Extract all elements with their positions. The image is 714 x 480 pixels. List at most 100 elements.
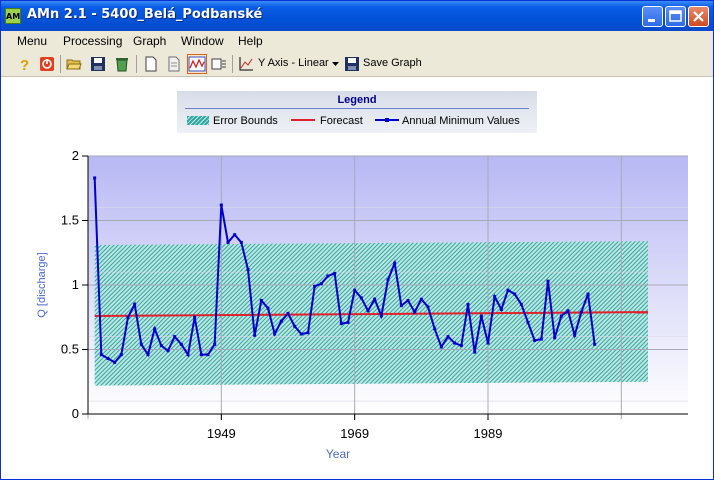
data-point [226, 240, 230, 244]
save-graph-icon [345, 57, 359, 71]
data-point [526, 320, 530, 324]
data-point [533, 338, 537, 342]
menu-help[interactable]: Help [238, 34, 263, 48]
y-tick-label: 1.5 [61, 213, 79, 228]
legend-entry-annual-minimum: Annual Minimum Values [375, 115, 520, 127]
data-point [253, 333, 257, 337]
y-axis-label: Y Axis - Linear [258, 57, 329, 69]
data-point [119, 353, 123, 357]
data-point [246, 268, 250, 272]
data-point [486, 341, 490, 345]
new-document-icon[interactable] [143, 56, 159, 72]
y-axis-dropdown[interactable]: Y Axis - Linear [238, 54, 341, 74]
data-point [153, 327, 157, 331]
data-point [199, 353, 203, 357]
data-point [366, 309, 370, 313]
menu-processing[interactable]: Processing [63, 34, 123, 48]
graph-button[interactable] [187, 54, 207, 74]
data-point [406, 298, 410, 302]
graph-icon [188, 56, 206, 72]
toolbar-separator [60, 55, 61, 73]
menu-window[interactable]: Window [181, 34, 224, 48]
chevron-down-icon [332, 62, 339, 66]
data-point [239, 240, 243, 244]
data-point [573, 333, 577, 337]
toolbar: ? Y Axis - Linear Save Graph [1, 52, 713, 77]
y-tick-label: 0.5 [61, 342, 79, 357]
data-point [213, 342, 217, 346]
y-tick-label: 2 [72, 148, 79, 163]
axis-icon [239, 57, 253, 71]
menu-menu[interactable]: Menu [17, 34, 48, 48]
data-point [106, 357, 110, 361]
data-point [233, 233, 237, 237]
data-point [286, 311, 290, 315]
data-point [93, 176, 97, 180]
data-point [439, 345, 443, 349]
open-folder-icon[interactable] [66, 56, 82, 72]
data-point [126, 315, 130, 319]
data-point [139, 342, 143, 346]
data-point [426, 305, 430, 309]
data-point [359, 296, 363, 300]
data-point [99, 353, 103, 357]
data-point [446, 335, 450, 339]
chart-legend: Legend Error Bounds Forecast Annual Mini… [177, 91, 537, 133]
data-point [313, 284, 317, 288]
menu-graph[interactable]: Graph [133, 34, 167, 48]
window-title: AMn 2.1 - 5400_Belá_Podbanské [27, 7, 263, 22]
data-point [326, 274, 330, 278]
legend-title: Legend [337, 94, 377, 106]
svg-text:?: ? [20, 57, 29, 72]
data-point [179, 342, 183, 346]
data-point [306, 331, 310, 335]
data-point [166, 349, 170, 353]
title-bar[interactable]: AM AMn 2.1 - 5400_Belá_Podbanské [1, 1, 713, 31]
minimize-icon [648, 19, 655, 22]
data-point [219, 203, 223, 207]
legend-entry-forecast: Forecast [291, 115, 363, 127]
help-icon[interactable]: ? [16, 56, 32, 72]
data-point [173, 335, 177, 339]
legend-label-forecast: Forecast [320, 115, 363, 127]
data-point [259, 298, 263, 302]
data-point [539, 337, 543, 341]
data-point [473, 350, 477, 354]
toolbar-separator [232, 55, 233, 73]
data-point [299, 332, 303, 336]
document-icon[interactable] [166, 56, 182, 72]
data-point [193, 315, 197, 319]
menu-bar: Menu Processing Graph Window Help [1, 31, 713, 52]
x-tick-label: 1949 [207, 426, 236, 441]
settings-icon[interactable] [211, 56, 227, 72]
annual-minimum-swatch [375, 118, 399, 122]
data-point [586, 292, 590, 296]
data-point [399, 304, 403, 308]
data-point [146, 353, 150, 357]
y-tick-label: 1 [72, 277, 79, 292]
data-point [519, 302, 523, 306]
maximize-button[interactable] [665, 6, 686, 27]
data-point [433, 327, 437, 331]
stop-icon[interactable] [39, 56, 55, 72]
x-axis-title: Year [326, 447, 350, 461]
data-point [279, 319, 283, 323]
minimize-button[interactable] [642, 6, 663, 27]
data-point [133, 302, 137, 306]
chart[interactable]: 0 0.5 1 1.5 2 1949 1969 1989 Year Q [discharge] [1, 141, 713, 471]
x-tick-label: 1969 [340, 426, 369, 441]
data-point [293, 324, 297, 328]
close-icon [693, 11, 704, 22]
data-point [579, 310, 583, 314]
save-icon[interactable] [90, 56, 106, 72]
data-point [479, 314, 483, 318]
recycle-icon[interactable] [114, 56, 130, 72]
data-point [419, 297, 423, 301]
close-button[interactable] [688, 6, 709, 27]
data-point [546, 279, 550, 283]
data-point [459, 344, 463, 348]
legend-entry-error-bounds: Error Bounds [187, 115, 278, 127]
save-graph-button[interactable]: Save Graph [344, 54, 424, 74]
x-tick-label: 1989 [474, 426, 503, 441]
data-point [186, 353, 190, 357]
